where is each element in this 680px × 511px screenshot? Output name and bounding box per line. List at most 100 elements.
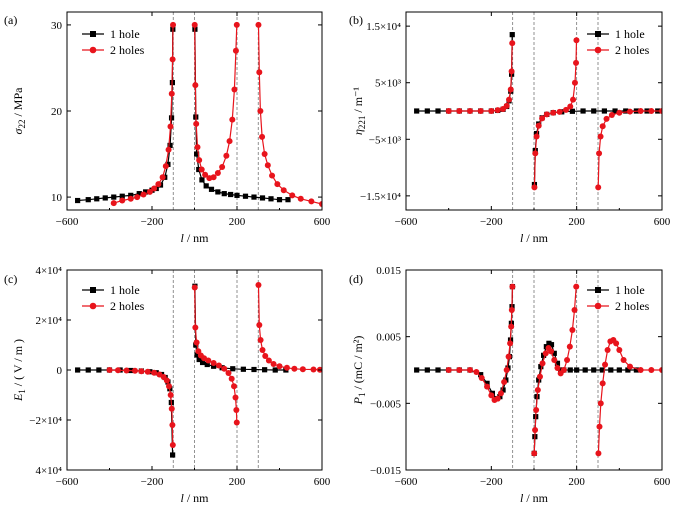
data-point (435, 108, 441, 114)
panel-label: (d) (349, 272, 363, 286)
series-line (416, 286, 514, 400)
data-point (115, 367, 121, 374)
data-point (234, 192, 240, 198)
data-point (170, 21, 177, 28)
legend-label: 2 holes (615, 299, 650, 313)
data-point (648, 367, 655, 373)
data-point (566, 343, 573, 350)
data-point (601, 108, 607, 114)
data-point (199, 177, 205, 183)
data-point (194, 352, 200, 358)
data-point (536, 373, 543, 380)
x-axis-unit: / nm (523, 491, 548, 505)
data-point (269, 172, 276, 179)
y-tick-label: 0.005 (376, 332, 401, 344)
x-tick-label: 200 (568, 216, 585, 228)
data-point (551, 350, 557, 356)
data-point (435, 367, 441, 373)
y-axis-subscript: 1 (17, 389, 27, 394)
panel-a: −600 −200 200 600 10 20 30 l / nm σ22 / MPa (a) 1 … (4, 11, 331, 245)
data-point (573, 37, 580, 44)
data-point (119, 193, 125, 199)
data-point (259, 195, 266, 201)
data-point (110, 200, 117, 207)
x-axis-unit: / nm (523, 231, 548, 245)
y-axis-unit: / (mC / m²) (351, 336, 365, 393)
x-tick-label: 200 (568, 476, 585, 488)
data-point (262, 367, 268, 373)
y-tick-label: 20 (51, 106, 63, 118)
data-point (194, 151, 200, 157)
data-point (531, 184, 538, 191)
data-point (167, 392, 174, 398)
data-point (219, 163, 226, 170)
x-axis-label: l / nm (180, 231, 209, 245)
y-tick-label: 0 (57, 365, 63, 377)
data-point (168, 115, 175, 121)
data-point (259, 347, 266, 353)
data-point (582, 367, 588, 373)
panel-d: −600 −200 200 600 −0.015 −0.005 0.005 0.015 l / … (349, 265, 671, 505)
y-axis-label: P1 / (mC / m²) (351, 336, 367, 406)
data-point (564, 357, 571, 363)
data-point (192, 82, 199, 89)
data-point (232, 394, 239, 401)
data-point (165, 146, 172, 153)
data-point (637, 367, 644, 373)
x-axis-unit: / nm (184, 491, 209, 505)
data-point (198, 166, 205, 173)
data-point (233, 407, 240, 413)
data-point (96, 367, 102, 373)
data-point (308, 198, 315, 205)
data-point (194, 144, 201, 151)
data-point (231, 383, 238, 390)
data-point (571, 307, 578, 313)
data-point (196, 356, 202, 363)
data-point (261, 151, 268, 158)
data-point (627, 108, 633, 115)
series-line (597, 110, 662, 188)
data-point (106, 367, 113, 373)
data-point (508, 307, 515, 313)
data-point (488, 108, 495, 114)
data-point (613, 340, 620, 347)
data-point (497, 390, 504, 397)
data-point (138, 368, 145, 375)
data-point (251, 194, 257, 200)
data-point (255, 21, 262, 28)
series-line (257, 24, 322, 205)
data-point (467, 367, 473, 373)
data-point (196, 157, 203, 164)
legend-marker (594, 302, 602, 310)
data-point (94, 196, 100, 202)
data-point (596, 423, 603, 430)
data-point (484, 383, 491, 390)
data-point (623, 108, 629, 114)
data-point (205, 357, 212, 364)
data-point (554, 365, 561, 371)
data-point (192, 324, 199, 331)
data-point (616, 367, 622, 373)
data-point (539, 360, 546, 367)
y-axis-subscript: 221 (357, 116, 367, 130)
legend-marker (594, 46, 602, 54)
data-point (291, 365, 298, 372)
data-point (151, 369, 158, 376)
y-tick-label: −2×10⁴ (29, 415, 62, 427)
y-tick-label: −5×10³ (369, 134, 402, 146)
data-point (155, 181, 162, 188)
data-point (508, 68, 515, 75)
data-point (231, 86, 238, 93)
legend-marker (595, 287, 601, 293)
data-point (484, 380, 490, 386)
data-point (659, 367, 662, 373)
data-point (310, 366, 317, 373)
legend-marker (89, 46, 97, 54)
x-tick-label: −200 (480, 476, 503, 488)
data-point (616, 347, 623, 353)
data-point (533, 133, 540, 140)
data-point (599, 367, 605, 373)
data-point (134, 194, 141, 201)
legend-label: 2 holes (110, 299, 145, 313)
data-point (283, 364, 290, 371)
